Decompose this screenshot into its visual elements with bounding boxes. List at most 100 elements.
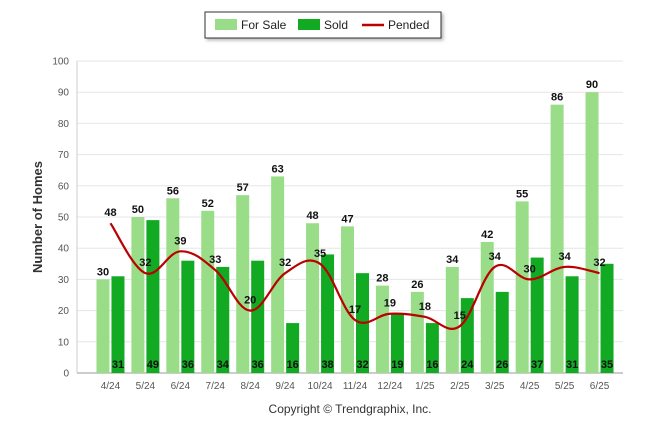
bar-for-sale [480, 241, 494, 373]
data-label-for-sale: 55 [516, 188, 528, 200]
data-label-for-sale: 50 [132, 204, 144, 216]
x-tick-label: 7/24 [206, 381, 226, 392]
x-tick-label: 6/25 [590, 381, 610, 392]
x-tick-label: 4/25 [520, 381, 540, 392]
data-label-pended: 34 [489, 251, 502, 263]
data-label-for-sale: 34 [446, 254, 459, 266]
copyright-text: Copyright © Trendgraphix, Inc. [269, 402, 432, 416]
bar-sold [111, 276, 125, 373]
y-tick-label: 0 [63, 369, 69, 380]
bar-for-sale [410, 291, 424, 373]
data-label-for-sale: 56 [167, 185, 179, 197]
legend-swatch-sold [298, 19, 320, 30]
data-label-pended: 30 [524, 263, 536, 275]
data-label-for-sale: 26 [411, 279, 423, 291]
data-label-sold: 38 [321, 359, 333, 371]
data-label-pended: 32 [279, 257, 291, 269]
bar-for-sale [236, 195, 250, 373]
data-label-pended: 35 [314, 248, 326, 260]
data-labels: 30 31 50 49 56 36 52 34 57 36 63 16 48 38 47 32 28 19 26 16… [97, 79, 613, 371]
bar-sold [146, 220, 160, 373]
data-label-pended: 18 [419, 301, 431, 313]
x-tick-label: 10/24 [308, 381, 333, 392]
bar-sold [251, 260, 265, 373]
y-tick-labels: 0 10 20 30 40 50 60 70 80 90 100 [52, 57, 69, 380]
bar-sold [425, 323, 439, 373]
data-label-pended: 33 [209, 254, 221, 266]
data-label-pended: 32 [593, 257, 605, 269]
data-label-for-sale: 90 [586, 79, 598, 91]
data-label-pended: 34 [558, 251, 571, 263]
bar-sold [565, 276, 579, 373]
data-label-sold: 26 [496, 359, 508, 371]
y-tick-label: 30 [58, 275, 70, 286]
bar-for-sale [96, 279, 110, 373]
x-tick-label: 6/24 [171, 381, 191, 392]
legend-label-for-sale: For Sale [241, 18, 287, 32]
bar-for-sale [445, 266, 459, 373]
x-tick-label: 11/24 [343, 381, 368, 392]
data-label-sold: 49 [147, 359, 159, 371]
data-label-sold: 31 [566, 359, 578, 371]
y-tick-label: 50 [58, 213, 70, 224]
data-label-pended: 19 [384, 298, 396, 310]
bar-sold [600, 263, 614, 373]
data-label-sold: 32 [356, 359, 368, 371]
y-tick-label: 90 [58, 88, 70, 99]
data-label-sold: 19 [391, 359, 403, 371]
y-tick-label: 70 [58, 150, 70, 161]
data-label-for-sale: 48 [306, 210, 318, 222]
y-tick-label: 40 [58, 244, 70, 255]
bar-sold [286, 323, 300, 373]
bars [96, 92, 614, 374]
pended-line-path [109, 222, 600, 330]
x-tick-label: 5/25 [555, 381, 575, 392]
bar-for-sale [375, 285, 389, 373]
data-label-pended: 20 [244, 295, 256, 307]
data-label-sold: 35 [601, 359, 613, 371]
bar-sold [181, 260, 195, 373]
bar-sold [321, 254, 335, 373]
y-tick-label: 60 [58, 181, 70, 192]
data-label-sold: 36 [182, 359, 194, 371]
bar-sold [495, 291, 509, 373]
data-label-pended: 39 [174, 235, 186, 247]
bar-for-sale [306, 223, 320, 373]
data-label-sold: 36 [252, 359, 264, 371]
y-tick-label: 80 [58, 119, 70, 130]
data-label-sold: 16 [426, 359, 438, 371]
data-label-sold: 37 [531, 359, 543, 371]
x-tick-label: 9/24 [275, 381, 295, 392]
bar-for-sale [201, 210, 215, 373]
data-label-for-sale: 86 [551, 92, 563, 104]
x-tick-labels: 4/24 5/24 6/24 7/24 8/24 9/24 10/24 11/24 12/24 1… [101, 381, 610, 392]
bar-for-sale [585, 92, 599, 373]
data-label-sold: 34 [217, 359, 230, 371]
data-label-for-sale: 52 [202, 198, 214, 210]
bar-for-sale [550, 104, 564, 374]
legend-swatch-for-sale [215, 19, 237, 30]
bar-sold [390, 313, 404, 373]
bar-sold [460, 298, 474, 373]
data-label-for-sale: 47 [341, 213, 353, 225]
x-tick-label: 12/24 [377, 381, 402, 392]
y-tick-label: 20 [58, 306, 70, 317]
data-label-for-sale: 57 [237, 182, 249, 194]
y-axis-title: Number of Homes [30, 161, 45, 273]
pended-line [109, 222, 600, 330]
bar-for-sale [166, 198, 180, 373]
legend: For Sale Sold Pended [204, 11, 442, 39]
legend-label-sold: Sold [324, 18, 348, 32]
x-tick-label: 2/25 [450, 381, 470, 392]
data-label-pended: 17 [349, 304, 361, 316]
data-label-sold: 16 [287, 359, 299, 371]
x-tick-label: 5/24 [136, 381, 156, 392]
data-label-for-sale: 42 [481, 229, 493, 241]
data-label-pended: 15 [454, 310, 466, 322]
x-tick-label: 1/25 [415, 381, 435, 392]
x-tick-label: 4/24 [101, 381, 121, 392]
data-label-for-sale: 63 [272, 163, 284, 175]
bar-sold [530, 257, 544, 373]
y-tick-label: 100 [52, 57, 69, 68]
